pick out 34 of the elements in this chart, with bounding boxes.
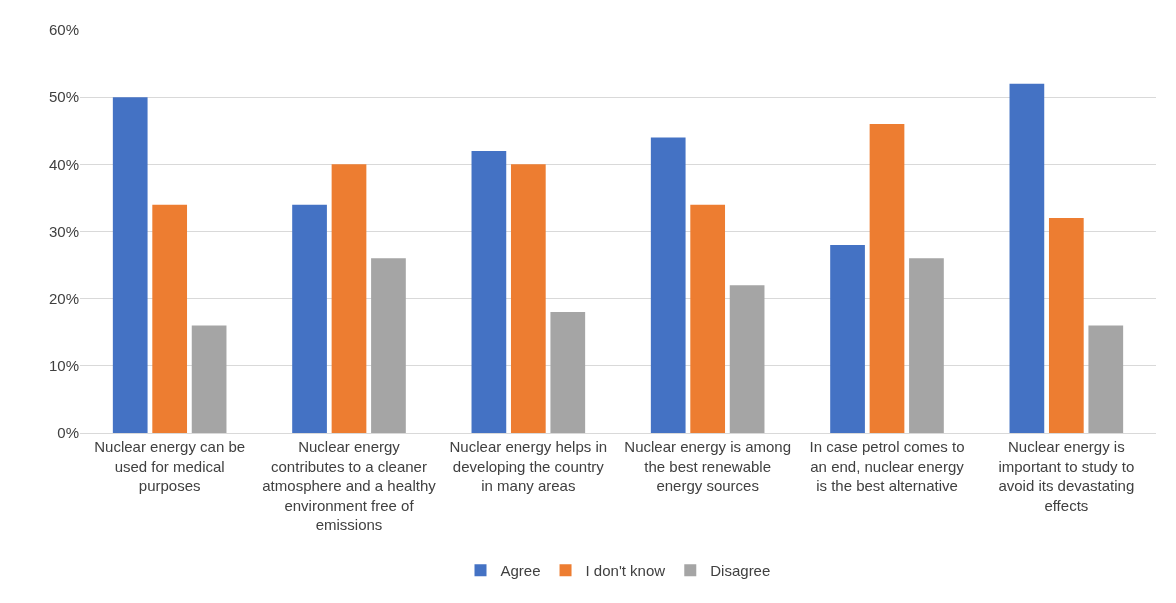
bar <box>1009 83 1045 433</box>
legend-label: Disagree <box>710 562 771 579</box>
bar <box>510 164 546 433</box>
legend-label: Agree <box>500 562 541 579</box>
legend-label: I don't know <box>585 562 666 579</box>
x-tick-label: Nuclear energy can be used for medical purposes <box>94 438 246 494</box>
x-tick-label: Nuclear energy helps in developing the country in many areas <box>449 438 608 494</box>
bar <box>650 137 686 433</box>
bar <box>830 244 865 433</box>
bar <box>869 124 905 433</box>
y-tick-label: 40% <box>48 155 79 173</box>
bar <box>1088 325 1124 433</box>
bar <box>292 204 327 433</box>
y-tick-label: 0% <box>57 424 79 442</box>
bar <box>471 150 507 433</box>
bar <box>371 258 406 433</box>
bar <box>550 312 586 433</box>
bar <box>191 325 227 433</box>
y-tick-label: 30% <box>48 222 79 240</box>
bar <box>909 258 944 433</box>
x-tick-label: Nuclear energy is important to study to avoid its devastating effects <box>998 438 1135 514</box>
bar <box>690 204 726 433</box>
bar <box>112 97 148 433</box>
x-tick-label: Nuclear energy contributes to a cleaner atmosphere and a healthy environment free of emissions <box>262 438 437 533</box>
y-tick-label: 10% <box>48 357 79 375</box>
bar <box>152 204 188 433</box>
bar <box>729 285 765 433</box>
y-tick-label: 50% <box>48 88 79 106</box>
x-tick-label: Nuclear energy is among the best renewable energy sources <box>624 438 792 494</box>
bar <box>1048 218 1084 433</box>
y-tick-label: 60% <box>48 21 79 39</box>
x-tick-label: In case petrol comes to an end, nuclear energy is the best alternative <box>809 438 965 494</box>
bar <box>331 164 367 433</box>
y-tick-label: 20% <box>48 289 79 307</box>
